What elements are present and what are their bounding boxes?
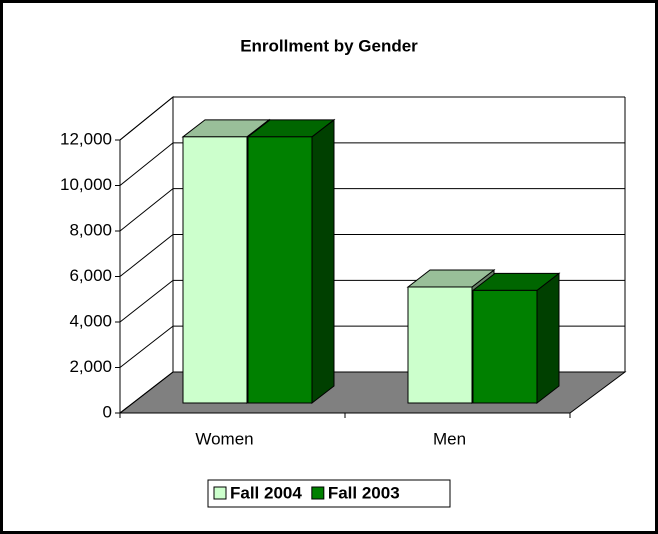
bar [407, 286, 473, 404]
y-tick-label: 2,000 [69, 357, 112, 376]
legend-swatch [213, 486, 227, 500]
grid-line-side [119, 188, 174, 232]
x-tick-label: Women [195, 429, 253, 448]
bar [247, 136, 313, 404]
y-tick-label: 4,000 [69, 311, 112, 330]
legend-box [207, 479, 451, 508]
y-tick-label: 8,000 [69, 220, 112, 239]
x-tick-label: Men [433, 429, 466, 448]
legend-swatch [311, 486, 325, 500]
grid-line-side [119, 142, 174, 186]
bar [472, 289, 538, 404]
legend-label: Fall 2004 [230, 483, 302, 502]
grid-line-side [119, 371, 174, 414]
y-tick-label: 0 [103, 402, 112, 421]
chart-title: Enrollment by Gender [240, 36, 418, 55]
y-tick-label: 10,000 [60, 175, 112, 194]
grid-line-side [119, 96, 174, 141]
grid-line-side [119, 325, 174, 368]
y-tick-label: 12,000 [60, 129, 112, 148]
bar-side [311, 118, 335, 405]
legend-label: Fall 2003 [328, 483, 400, 502]
bar-side [536, 272, 560, 405]
grid-line-side [119, 234, 174, 277]
grid-line-side [119, 279, 174, 323]
bar [182, 136, 248, 404]
y-tick-label: 6,000 [69, 266, 112, 285]
